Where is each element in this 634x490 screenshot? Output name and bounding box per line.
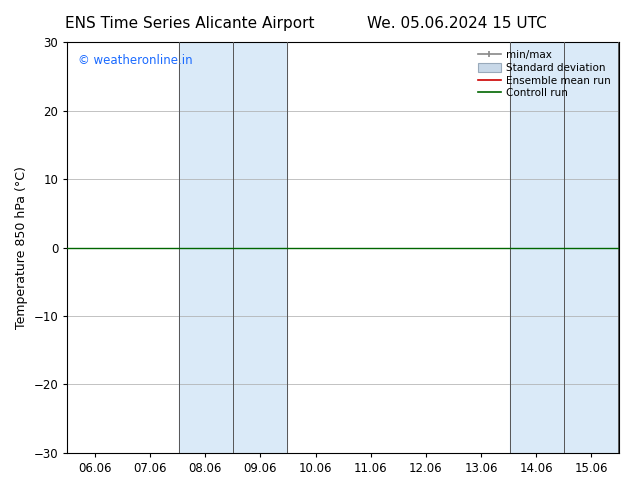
Legend: min/max, Standard deviation, Ensemble mean run, Controll run: min/max, Standard deviation, Ensemble me…: [475, 47, 614, 101]
Bar: [179, 42, 287, 453]
Y-axis label: Temperature 850 hPa (°C): Temperature 850 hPa (°C): [15, 166, 28, 329]
Text: We. 05.06.2024 15 UTC: We. 05.06.2024 15 UTC: [366, 16, 547, 31]
Bar: [510, 42, 618, 453]
Text: ENS Time Series Alicante Airport: ENS Time Series Alicante Airport: [65, 16, 315, 31]
Text: © weatheronline.in: © weatheronline.in: [79, 54, 193, 68]
